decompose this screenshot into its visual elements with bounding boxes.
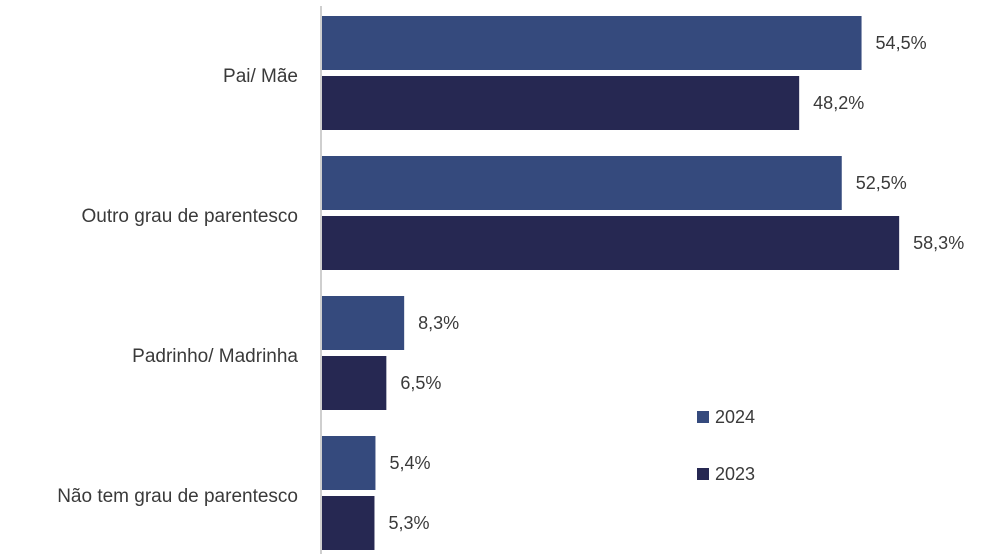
bar-2023 xyxy=(322,76,800,130)
value-labels: 54,5% 48,2% 52,5% 58,3% 8,3% 6,5% 5,4% 5,3% xyxy=(388,33,964,533)
data-label: 5,3% xyxy=(388,513,429,533)
bars xyxy=(322,16,900,550)
data-label: 5,4% xyxy=(389,453,430,473)
legend-label-2023: 2023 xyxy=(715,464,755,484)
category-label: Pai/ Mãe xyxy=(223,66,298,87)
legend-swatch-2024 xyxy=(697,411,709,423)
data-label: 54,5% xyxy=(876,33,927,53)
data-label: 58,3% xyxy=(913,233,964,253)
bar-2024 xyxy=(322,436,376,490)
category-labels: Pai/ Mãe Outro grau de parentesco Padrinho… xyxy=(57,66,298,507)
bar-2024 xyxy=(322,16,862,70)
bar-2023 xyxy=(322,496,375,550)
bar-2023 xyxy=(322,356,387,410)
category-label: Não tem grau de parentesco xyxy=(57,486,298,507)
legend-swatch-2023 xyxy=(697,468,709,480)
data-label: 52,5% xyxy=(856,173,907,193)
data-label: 8,3% xyxy=(418,313,459,333)
bar-2023 xyxy=(322,216,900,270)
category-label: Outro grau de parentesco xyxy=(81,206,298,227)
data-label: 6,5% xyxy=(400,373,441,393)
legend: 2024 2023 xyxy=(697,407,755,484)
bar-2024 xyxy=(322,296,405,350)
data-label: 48,2% xyxy=(813,93,864,113)
bar-2024 xyxy=(322,156,842,210)
category-label: Padrinho/ Madrinha xyxy=(132,346,298,367)
legend-label-2024: 2024 xyxy=(715,407,755,427)
